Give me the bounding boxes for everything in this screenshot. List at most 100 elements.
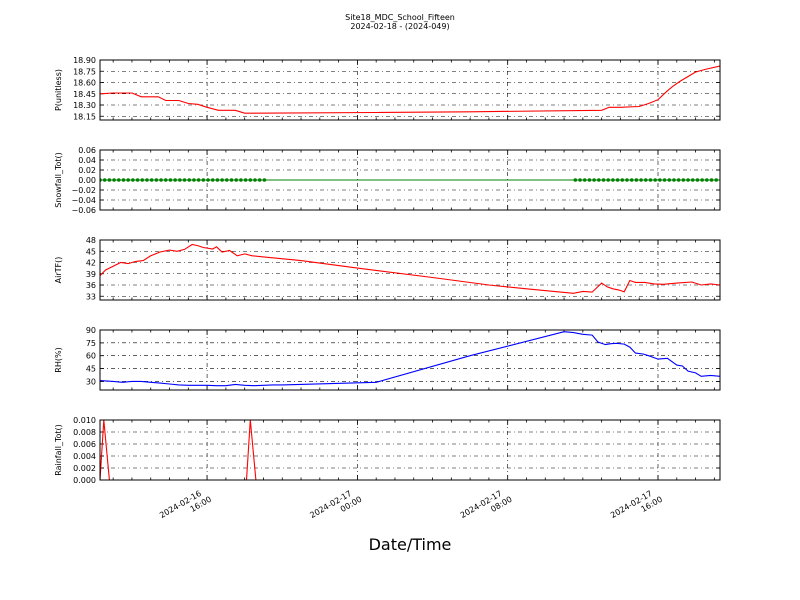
series-marker — [262, 178, 267, 182]
series-marker — [135, 178, 140, 182]
series-marker — [196, 178, 201, 182]
panel-frame — [99, 239, 721, 301]
panel-frame — [99, 329, 721, 391]
y-tick-label: 48 — [86, 236, 96, 245]
y-axis-label: AirTF() — [54, 257, 63, 284]
series-marker — [629, 178, 634, 182]
series-marker — [215, 178, 220, 182]
series-marker — [140, 178, 145, 182]
series-marker — [639, 178, 643, 182]
panel-frame — [99, 149, 721, 211]
series-marker — [107, 178, 112, 182]
series-marker — [154, 178, 159, 182]
y-tick-label: −0.06 — [71, 206, 96, 215]
y-tick-label: 0.010 — [73, 416, 96, 425]
series-marker — [131, 178, 135, 182]
y-tick-label: 18.30 — [73, 101, 96, 110]
series-marker — [192, 178, 196, 182]
panel-2: −0.06−0.04−0.020.000.020.040.06 Snowfall_… — [54, 146, 721, 215]
y-tick-label: 75 — [86, 339, 96, 348]
series-marker — [578, 178, 582, 182]
series-marker — [620, 178, 625, 182]
series-marker — [653, 178, 657, 182]
series-marker — [606, 178, 611, 182]
series-line — [100, 420, 720, 480]
series-marker — [173, 178, 177, 182]
y-tick-label: 18.45 — [73, 90, 96, 99]
series-marker — [615, 178, 620, 182]
series-marker — [597, 178, 601, 182]
series-marker — [126, 178, 130, 182]
series-marker — [582, 178, 587, 182]
y-tick-label: 0.02 — [78, 166, 96, 175]
y-tick-label: 0.008 — [73, 428, 96, 437]
series-marker — [253, 178, 257, 182]
y-tick-label: −0.04 — [71, 196, 96, 205]
series-marker — [243, 178, 248, 182]
series-marker — [178, 178, 182, 182]
series-marker — [234, 178, 239, 182]
y-tick-label: 0.004 — [73, 452, 96, 461]
y-axis-label: RH(%) — [54, 347, 63, 372]
series-marker — [210, 178, 215, 182]
y-tick-label: 39 — [86, 270, 96, 279]
panels-group: 18.15 18.30 18.45 18.60 18.75 18.90 P(unitless… — [54, 56, 721, 485]
series-marker — [168, 178, 173, 182]
series-marker — [121, 178, 126, 182]
y-tick-label: 42 — [86, 259, 96, 268]
series-marker — [686, 178, 690, 182]
series-group — [100, 243, 720, 294]
y-tick-label: 60 — [86, 352, 96, 361]
y-tick-label: 0.000 — [73, 476, 96, 485]
series-marker — [229, 178, 234, 182]
series-group — [100, 331, 720, 387]
series-marker — [248, 178, 253, 182]
series-marker — [116, 178, 121, 182]
chart-subtitle: 2024-02-18 - (2024-049) — [350, 22, 449, 31]
y-tick-label: 36 — [86, 281, 96, 290]
panel-1: 18.15 18.30 18.45 18.60 18.75 18.90 P(unitless… — [54, 56, 721, 121]
series-marker — [220, 178, 224, 182]
series-marker — [601, 178, 606, 182]
series-marker — [102, 178, 107, 182]
series-marker — [112, 178, 116, 182]
series-marker — [145, 178, 149, 182]
series-marker — [159, 178, 163, 182]
x-tick-label: 2024-02-1708:00 — [459, 486, 514, 529]
y-tick-label: 45 — [86, 365, 96, 374]
x-axis-group: 2024-02-1616:00 2024-02-1700:00 2024-02-17… — [158, 486, 664, 529]
panel-frame — [99, 59, 721, 121]
y-tick-label: 33 — [86, 292, 96, 301]
series-marker — [700, 178, 704, 182]
panel-5: 0.000 0.002 0.004 0.006 0.008 0.010 Rainfall_T… — [54, 416, 721, 485]
series-marker — [625, 178, 629, 182]
y-tick-label: 18.15 — [73, 112, 96, 121]
series-marker — [163, 178, 168, 182]
series-marker — [592, 178, 596, 182]
panel-3: 33 36 39 42 45 48 AirTF() — [54, 236, 721, 301]
series-marker — [206, 178, 210, 182]
y-tick-label: 0.06 — [78, 146, 96, 155]
series-marker — [634, 178, 639, 182]
series-line — [100, 65, 720, 114]
y-tick-label: 0.002 — [73, 464, 96, 473]
series-marker — [201, 178, 206, 182]
y-tick-label: 90 — [86, 326, 96, 335]
x-tick-label: 2024-02-1716:00 — [609, 486, 664, 529]
series-marker — [648, 178, 653, 182]
y-axis-label: Snowfall_Tot() — [54, 152, 63, 208]
series-line — [100, 331, 720, 387]
series-marker — [225, 178, 229, 182]
series-marker — [573, 178, 578, 182]
y-tick-label: 45 — [86, 247, 96, 256]
series-marker — [672, 178, 676, 182]
x-axis-label: Date/Time — [369, 535, 452, 554]
series-marker — [690, 178, 695, 182]
x-tick-label: 2024-02-1616:00 — [158, 486, 213, 529]
y-tick-label: 18.75 — [73, 67, 96, 76]
series-marker — [695, 178, 700, 182]
series-marker — [182, 178, 187, 182]
series-marker — [681, 178, 686, 182]
series-marker — [611, 178, 615, 182]
